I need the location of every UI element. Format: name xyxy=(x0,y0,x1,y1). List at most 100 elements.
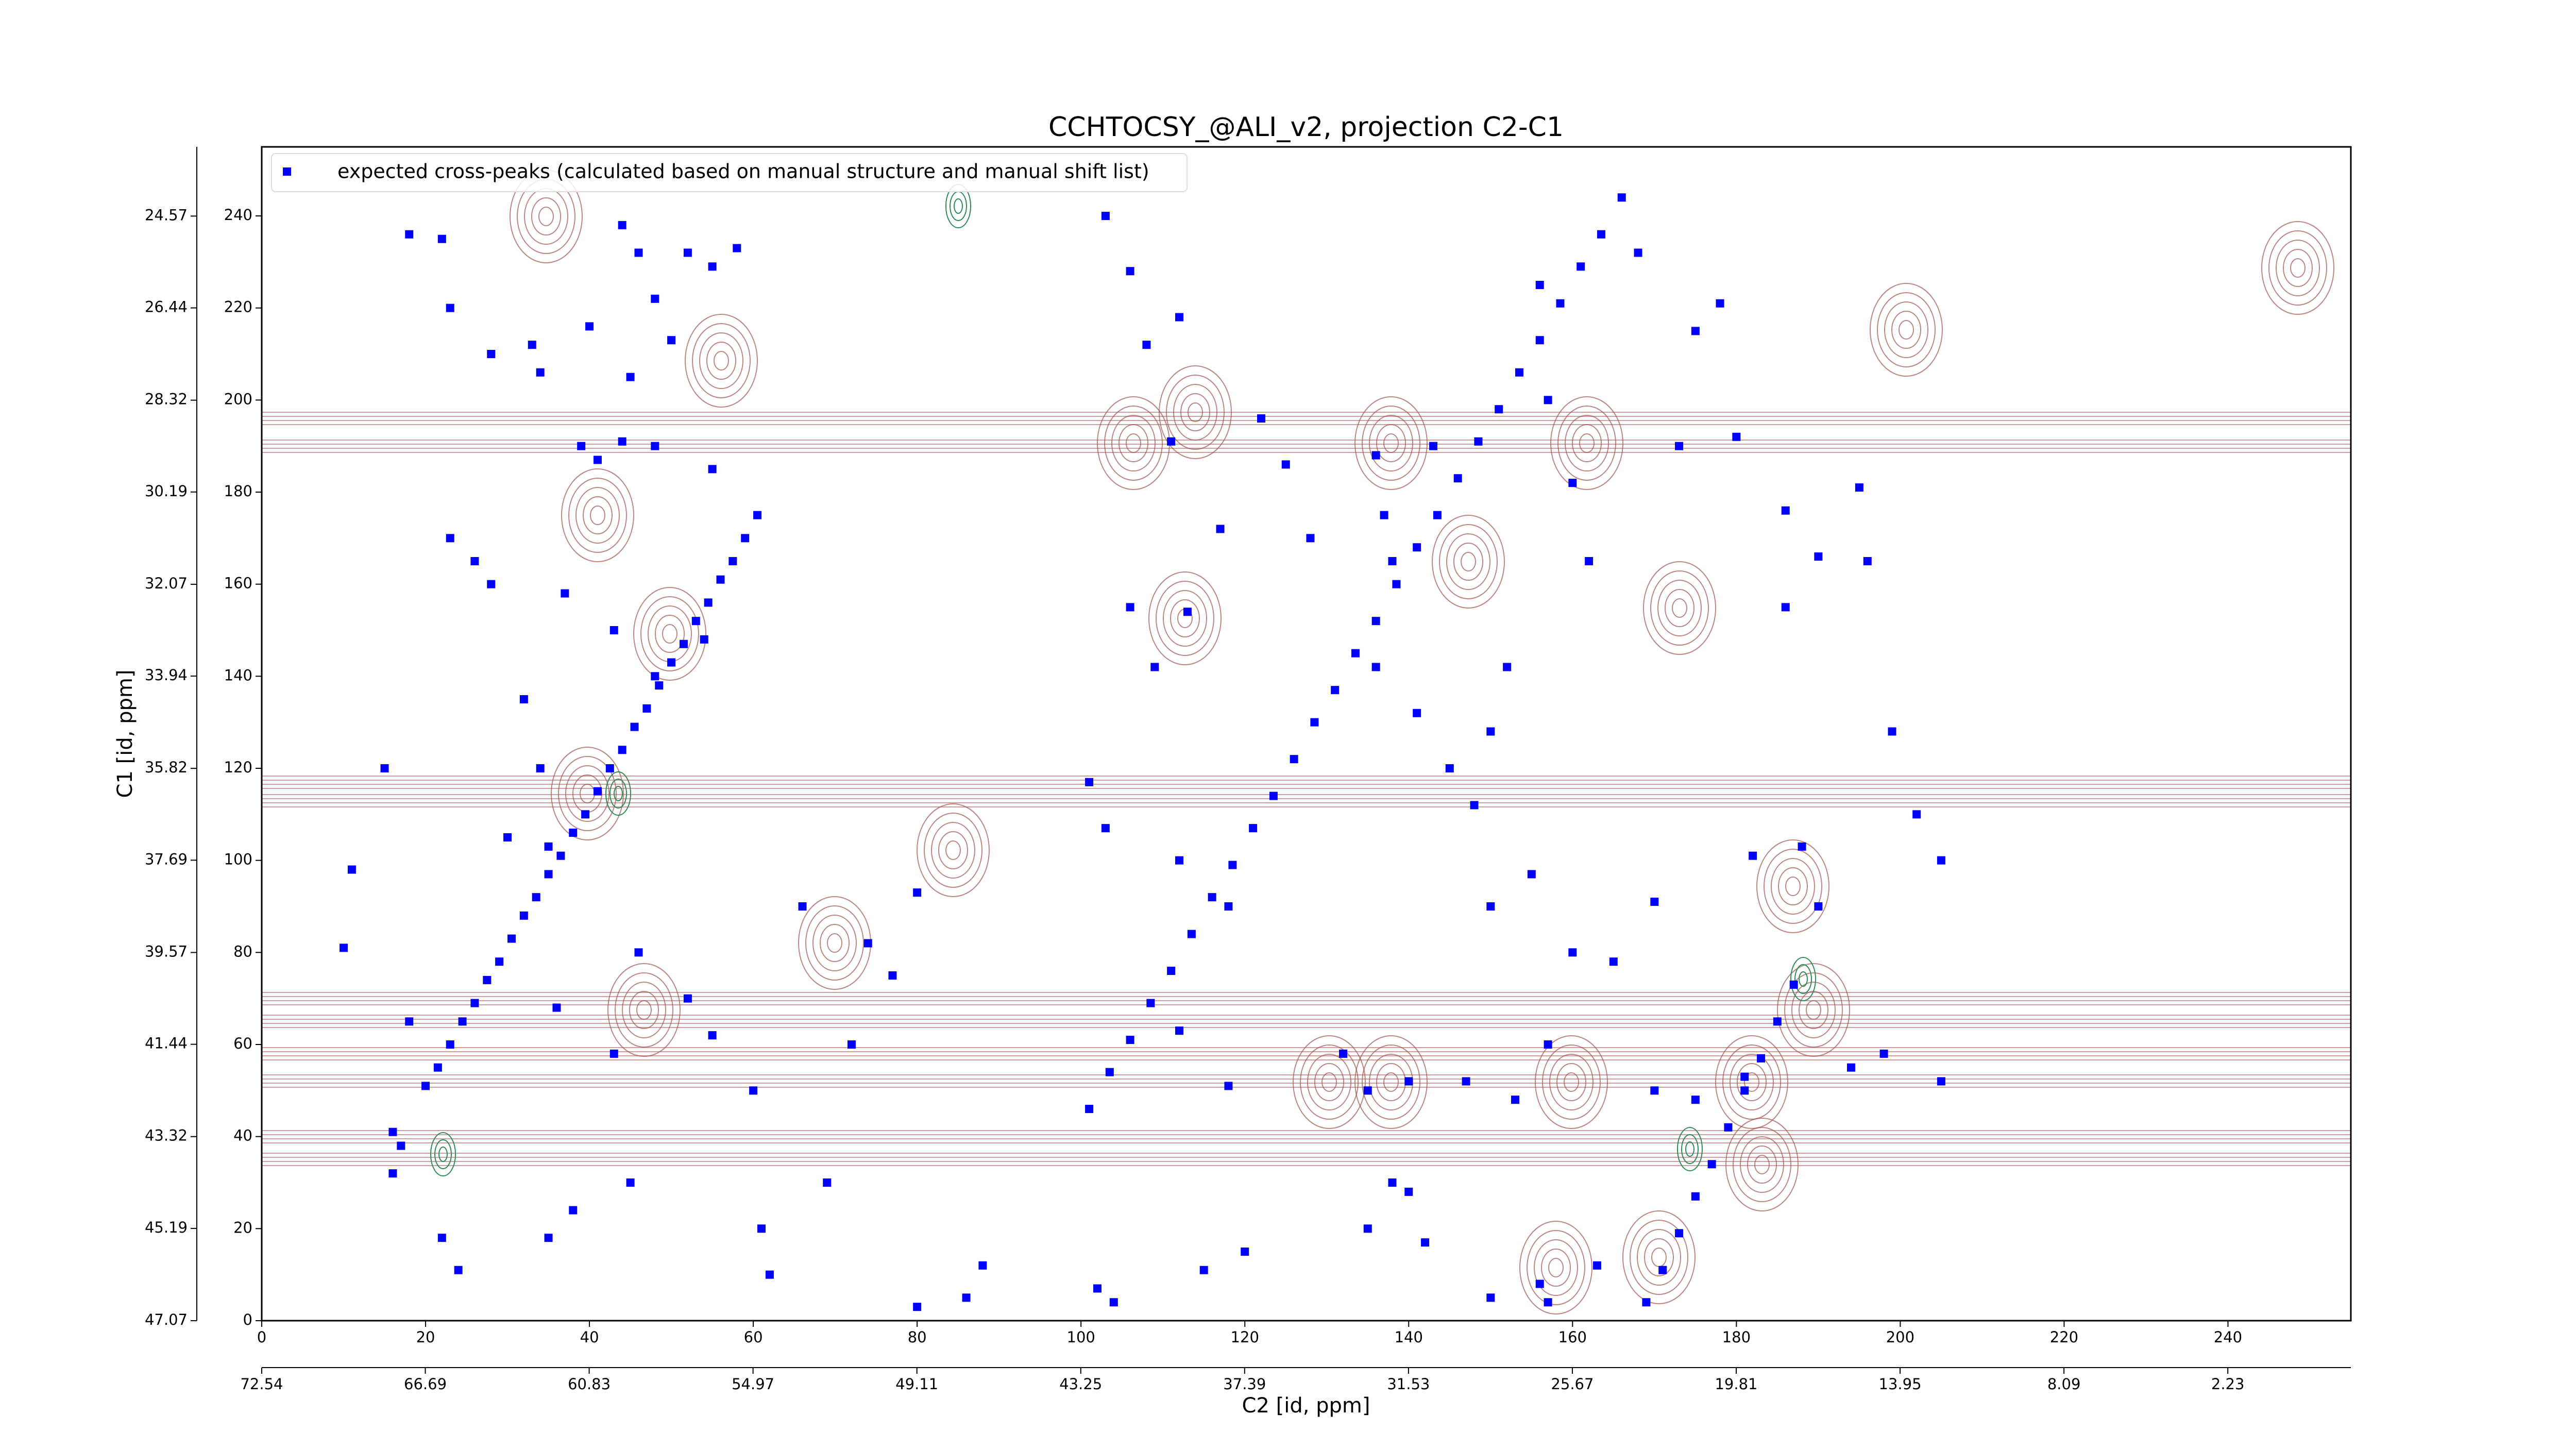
cross-peaks xyxy=(340,193,1945,1311)
cross-peak xyxy=(1535,281,1544,289)
cross-peak xyxy=(1290,755,1298,764)
contour-negative xyxy=(1681,1134,1699,1164)
contour-negative xyxy=(1685,1141,1694,1157)
contour xyxy=(1159,365,1232,459)
contour xyxy=(648,605,692,662)
cross-peak xyxy=(683,994,692,1003)
cross-peak xyxy=(1798,842,1806,851)
cross-peak xyxy=(683,248,692,257)
contour xyxy=(917,803,990,897)
contour xyxy=(1747,1145,1777,1184)
cross-peak xyxy=(708,1031,717,1040)
x-tick-label: 200 xyxy=(1886,1328,1914,1346)
contour xyxy=(1534,1239,1578,1296)
cross-peak xyxy=(340,943,348,952)
contour xyxy=(1148,571,1222,665)
x2-tick-label: 43.25 xyxy=(1059,1375,1102,1393)
contour xyxy=(1730,1054,1774,1110)
cross-peak xyxy=(1495,405,1503,414)
cross-peak xyxy=(618,437,626,446)
cross-peak xyxy=(618,746,626,754)
cross-peak xyxy=(1912,810,1921,819)
cross-peak xyxy=(888,971,897,980)
contour xyxy=(1446,533,1490,590)
cross-peak xyxy=(765,1270,774,1279)
contour xyxy=(798,896,871,990)
cross-peak xyxy=(405,230,414,239)
cross-peak xyxy=(1433,511,1442,519)
y-tick-label: 0 xyxy=(243,1311,252,1328)
contour xyxy=(1579,433,1595,453)
cross-peak xyxy=(1199,1266,1208,1274)
contour-negative xyxy=(609,779,627,808)
cross-peak xyxy=(536,764,545,772)
contour xyxy=(1791,982,1836,1038)
cross-peak xyxy=(667,336,676,345)
cross-peak xyxy=(1732,432,1741,441)
contour xyxy=(1884,301,1928,358)
contour xyxy=(1548,1258,1564,1277)
contour xyxy=(1556,1063,1586,1101)
cross-peak xyxy=(679,639,688,648)
y2-tick-label: 43.32 xyxy=(145,1127,188,1144)
x-tick-label: 220 xyxy=(2050,1328,2078,1346)
cross-peak xyxy=(1937,856,1945,865)
cross-peak xyxy=(1413,543,1421,552)
contour xyxy=(1777,963,1850,1057)
contour xyxy=(1126,433,1141,453)
cross-peak xyxy=(655,681,664,690)
cross-peak xyxy=(433,1063,442,1072)
cross-peak xyxy=(544,870,553,879)
cross-peak xyxy=(753,511,762,519)
contour xyxy=(1657,580,1702,636)
cross-peak xyxy=(609,1049,618,1058)
cross-peak xyxy=(1556,299,1565,308)
cross-peak xyxy=(913,1303,922,1311)
cross-peak xyxy=(1691,1192,1700,1201)
cross-peak xyxy=(1888,727,1896,736)
cross-peak xyxy=(556,851,565,860)
cross-peak xyxy=(1101,212,1110,220)
contour xyxy=(1118,424,1148,462)
cross-peak xyxy=(651,672,659,681)
contour xyxy=(1163,590,1207,647)
cross-peak xyxy=(642,704,651,713)
cross-peak xyxy=(630,722,639,731)
cross-peak xyxy=(1814,902,1823,911)
contour-negative xyxy=(1677,1127,1703,1171)
contour xyxy=(1173,384,1217,441)
contour xyxy=(924,813,982,888)
cross-peak xyxy=(1544,1298,1552,1307)
cross-peak xyxy=(1609,957,1618,966)
cross-peak xyxy=(1380,511,1388,519)
cross-peak xyxy=(561,589,569,598)
cross-peak xyxy=(634,948,643,957)
x2-tick-label: 19.81 xyxy=(1715,1375,1757,1393)
contour-negative xyxy=(1794,964,1812,994)
contour xyxy=(1870,283,1943,377)
contour xyxy=(1362,1044,1420,1120)
cross-peak xyxy=(1846,1063,1855,1072)
contour xyxy=(2290,258,2306,278)
x-tick-label: 160 xyxy=(1558,1328,1587,1346)
cross-peak xyxy=(470,557,479,565)
x2-tick-label: 66.69 xyxy=(404,1375,447,1393)
y2-tick-label: 26.44 xyxy=(145,298,188,315)
cross-peak xyxy=(1281,460,1290,469)
cross-peak xyxy=(691,617,700,626)
contour xyxy=(1637,1229,1681,1286)
cross-peak xyxy=(1658,1266,1667,1274)
contour xyxy=(1715,1035,1788,1129)
cross-peak xyxy=(1486,1293,1495,1302)
x2-tick-label: 60.83 xyxy=(568,1375,611,1393)
contour-background xyxy=(262,170,2351,1315)
contour xyxy=(622,982,666,1038)
x-tick-label: 180 xyxy=(1722,1328,1751,1346)
cross-peak xyxy=(503,833,512,841)
cross-peak xyxy=(1175,856,1184,865)
cross-peak xyxy=(569,829,578,837)
y-tick-label: 180 xyxy=(224,482,252,500)
cross-peak xyxy=(1511,1096,1519,1104)
contour xyxy=(524,188,568,245)
cross-peak xyxy=(1577,262,1585,271)
